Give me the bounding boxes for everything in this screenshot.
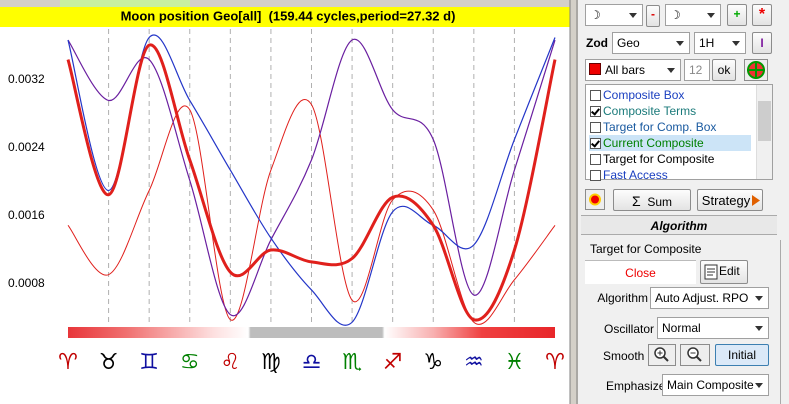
list-item[interactable]: Target for Composite [589,151,751,167]
x-tick-label: ♐ [383,350,403,375]
ok-button[interactable]: ok [712,59,736,81]
count-input[interactable]: 12 [684,59,710,81]
oscillator-select[interactable]: Normal [657,317,769,339]
data-line [66,43,557,322]
item-label: Target for Composite [603,152,715,166]
splitter [570,0,578,404]
edit-label: Edit [719,264,740,278]
emphasize-select[interactable]: Main Composite [662,374,769,396]
field-label: Algorithm [597,291,648,305]
item-label: Composite Box [603,88,685,102]
section-header: Algorithm [581,215,777,235]
strategy-button[interactable]: Strategy [697,189,763,211]
bars-select[interactable]: All bars [585,59,681,81]
source-field[interactable]: Close [585,260,696,284]
chart: Moon position Geo[all] (159.44 cycles,pe… [0,0,578,404]
toolbar-indicator [60,0,190,7]
list-item[interactable]: Composite Box [589,87,751,103]
checkbox[interactable] [590,170,601,181]
y-tick-label: 0.0032 [8,72,45,86]
zoom-in-button[interactable] [648,344,676,366]
x-tick-label: ♉ [99,350,119,375]
y-tick-label: 0.0008 [8,276,45,290]
planet-select[interactable]: ☽ [585,4,643,26]
sigma-icon: Σ [631,193,641,209]
plot-background [0,0,570,404]
toolbar-strip [0,0,578,7]
list-item[interactable]: Current Composite [589,135,751,151]
edit-button[interactable]: Edit [700,260,748,284]
x-tick-label: ♈ [58,350,78,375]
add-button[interactable]: + [727,4,747,26]
x-tick-label: ♈ [545,350,565,375]
item-label: Composite Terms [603,104,697,118]
option-list: Composite Box Composite Terms Target for C… [585,84,773,183]
item-label: Current Composite [603,136,704,150]
edit-icon [704,264,718,280]
emphasize-label: Emphasize [606,379,666,393]
y-tick-label: 0.0016 [8,208,45,222]
scrollbar [756,85,772,179]
target-label: Target for Composite [590,242,702,256]
algorithm-select[interactable]: Auto Adjust. RPO [650,287,769,309]
plot-layer [60,29,557,326]
data-line [67,38,556,317]
x-tick-label: ♊ [139,350,159,375]
checkbox[interactable] [590,122,601,133]
checkbox[interactable] [590,90,601,101]
item-label: Fast Access [603,168,668,182]
zoom-out-button[interactable] [680,344,710,366]
chart-title: Moon position Geo[all] (159.44 cycles,pe… [121,8,456,23]
star-button[interactable]: * [752,4,772,26]
x-tick-label: ♏ [342,350,362,375]
arrow-icon [752,195,760,206]
y-tick-label: 0.0024 [8,140,45,154]
checkbox[interactable] [590,106,601,117]
interval-select[interactable]: 1H [694,32,746,54]
x-tick-label: ♎ [302,350,322,375]
zod-label: Zod [586,36,608,50]
checkbox[interactable] [590,138,601,149]
x-tick-label: ♑ [423,350,443,375]
remove-button[interactable]: - [646,5,660,27]
frame-select[interactable]: Geo [612,32,690,54]
color-swatch [589,63,601,75]
cycle-band [68,327,555,338]
title-bar [0,7,576,27]
info-button[interactable]: I [752,32,772,54]
record-button[interactable] [585,189,605,210]
x-tick-label: ♓ [505,350,525,375]
x-tick-label: ♋ [180,350,200,375]
panel-edge [780,240,789,404]
data-line [67,99,556,325]
smooth-label: Smooth [603,349,645,363]
x-tick-label: ♌ [220,350,240,375]
target-button[interactable] [744,59,768,81]
item-label: Target for Comp. Box [603,120,717,134]
list-item[interactable]: Target for Comp. Box [589,119,751,135]
list-item[interactable]: Composite Terms [589,103,751,119]
initial-button[interactable]: Initial [715,344,769,366]
sum-label: Sum [647,195,672,209]
list-item[interactable]: Fast Access [589,167,751,183]
scroll-thumb[interactable] [758,101,771,141]
planet-select[interactable]: ☽ [665,4,721,26]
x-tick-label: ♒ [464,350,484,375]
x-tick-label: ♍ [261,350,281,375]
strategy-label: Strategy [701,193,751,208]
checkbox[interactable] [590,154,601,165]
sum-button[interactable]: Σ Sum [613,189,691,211]
field-label: Oscillator [603,322,654,336]
